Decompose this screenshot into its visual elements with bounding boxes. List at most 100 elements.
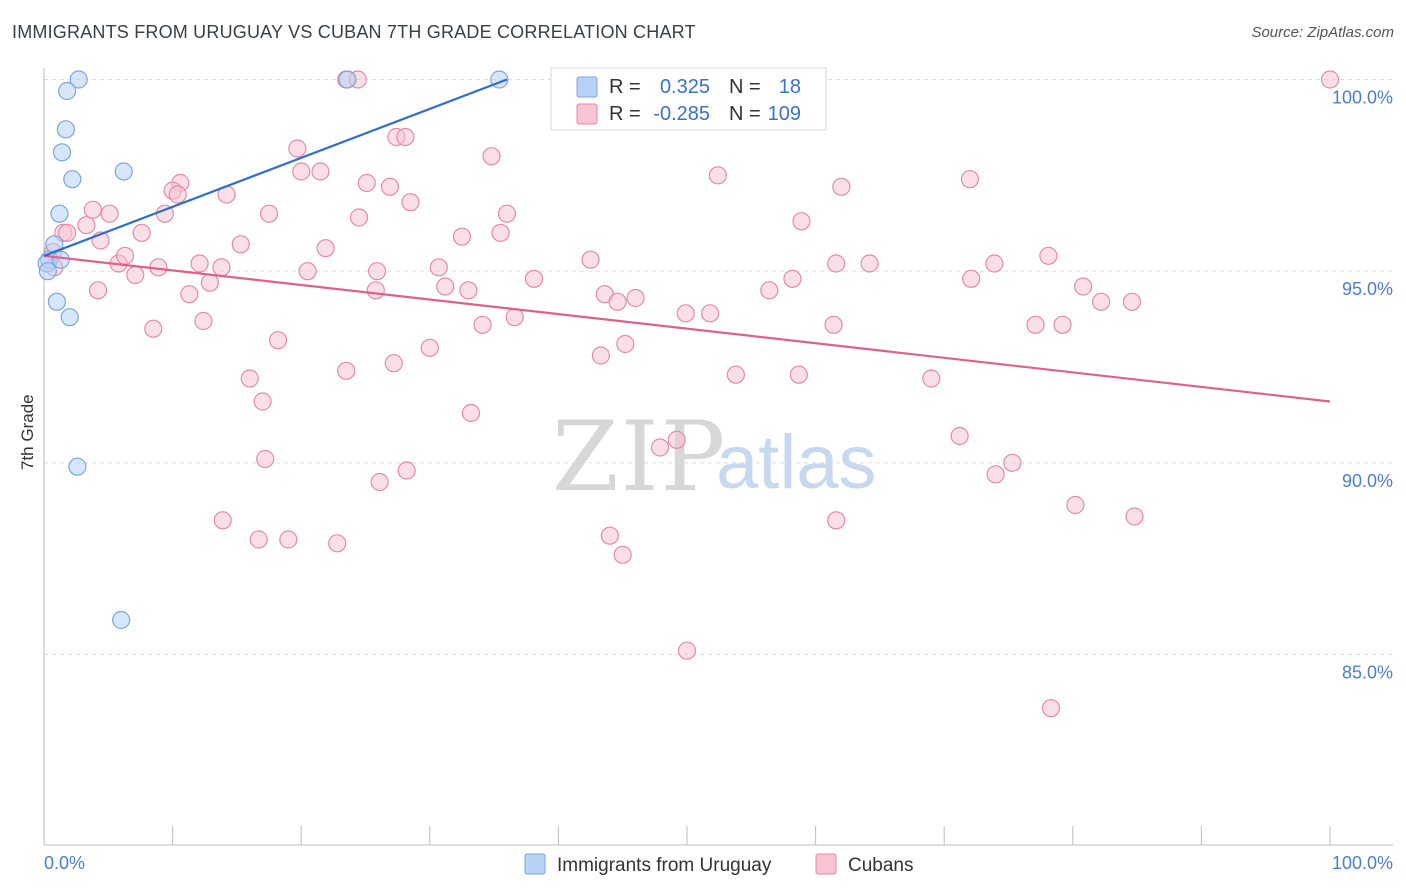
axes xyxy=(43,68,1393,846)
source-label: Source: ZipAtlas.com xyxy=(1251,24,1394,41)
cuban-point-84 xyxy=(256,449,275,469)
cuban-point-56 xyxy=(608,292,627,311)
cuban-point-95 xyxy=(328,534,347,553)
cuban-point-65 xyxy=(194,311,213,331)
series-legend-swatch-uruguay xyxy=(524,853,546,875)
grid-lines xyxy=(44,79,1393,655)
cuban-point-60 xyxy=(962,269,981,288)
y-tick-labels: 100.0% 95.0% 90.0% 85.0% xyxy=(1332,88,1393,683)
cuban-point-97 xyxy=(613,545,632,564)
cuban-point-53 xyxy=(436,277,455,296)
series-uruguay xyxy=(37,70,509,630)
cuban-point-41 xyxy=(367,262,387,281)
cuban-point-8 xyxy=(311,162,330,181)
cuban-point-6 xyxy=(482,147,501,166)
watermark: ZIP atlas xyxy=(552,401,877,513)
cuban-point-69 xyxy=(505,308,524,327)
legend-r-label-1: R = xyxy=(609,76,641,98)
cuban-point-79 xyxy=(384,354,403,373)
uruguay-point-7 xyxy=(63,170,82,189)
cuban-point-90 xyxy=(986,465,1005,484)
cuban-point-100 xyxy=(1125,507,1144,526)
legend-n-value-1: 18 xyxy=(779,76,801,98)
trend-line-uruguay xyxy=(43,78,508,257)
legend-swatch-uruguay xyxy=(576,76,598,98)
cuban-point-104 xyxy=(83,200,102,219)
cuban-point-16 xyxy=(832,177,851,196)
cuban-point-39 xyxy=(212,258,231,277)
cuban-point-87 xyxy=(650,438,670,457)
y-tick-label-3: 85.0% xyxy=(1342,663,1393,683)
cuban-point-23 xyxy=(792,212,811,231)
cuban-point-81 xyxy=(726,365,745,384)
cuban-point-96 xyxy=(600,526,619,545)
cuban-point-89 xyxy=(950,426,969,446)
cuban-point-45 xyxy=(860,254,879,273)
cuban-point-59 xyxy=(783,269,802,288)
x-tick-label-0: 0.0% xyxy=(44,853,85,873)
cuban-point-68 xyxy=(473,315,492,334)
cuban-point-94 xyxy=(279,530,298,549)
cuban-point-92 xyxy=(213,511,232,530)
uruguay-point-5 xyxy=(52,143,72,162)
cuban-point-17 xyxy=(100,204,119,223)
watermark-atlas: atlas xyxy=(716,420,877,505)
cuban-point-63 xyxy=(1122,292,1142,311)
cuban-point-25 xyxy=(58,223,77,242)
uruguay-point-17 xyxy=(112,610,131,630)
cuban-point-32 xyxy=(491,223,510,242)
cuban-point-30 xyxy=(316,239,335,258)
uruguay-point-14 xyxy=(47,292,66,311)
cuban-point-4 xyxy=(396,127,415,147)
cuban-point-76 xyxy=(240,369,259,388)
cuban-point-80 xyxy=(461,403,481,423)
cuban-point-47 xyxy=(1039,246,1058,265)
trend-line-cuban xyxy=(43,254,1331,403)
watermark-zip: ZIP xyxy=(552,401,727,513)
cuban-point-83 xyxy=(922,369,941,388)
x-tick-label-1: 100.0% xyxy=(1332,853,1393,873)
cuban-point-26 xyxy=(77,216,96,235)
cuban-point-50 xyxy=(126,265,145,285)
cuban-point-62 xyxy=(1091,292,1111,311)
cuban-point-91 xyxy=(1003,453,1022,472)
cuban-point-98 xyxy=(827,511,846,530)
series-cubans xyxy=(43,70,1340,718)
uruguay-point-4 xyxy=(56,120,75,139)
cuban-point-99 xyxy=(1066,495,1085,515)
cuban-point-22 xyxy=(497,204,517,223)
cuban-point-103 xyxy=(168,185,187,204)
cuban-point-106 xyxy=(676,304,695,323)
cuban-point-101 xyxy=(677,641,697,660)
cuban-point-18 xyxy=(401,193,420,212)
cuban-point-78 xyxy=(337,361,356,380)
legend-r-label-2: R = xyxy=(609,103,641,125)
cuban-point-67 xyxy=(420,338,439,357)
legend-swatch-cuban xyxy=(576,103,598,125)
uruguay-point-0 xyxy=(69,70,88,89)
cuban-point-36 xyxy=(115,246,135,265)
cuban-point-43 xyxy=(524,269,544,288)
cuban-point-102 xyxy=(1041,699,1061,718)
cuban-point-77 xyxy=(253,392,272,411)
legend-n-value-2: 109 xyxy=(768,103,801,125)
legend-n-label-1: N = xyxy=(729,76,761,98)
cuban-point-46 xyxy=(985,254,1004,273)
cuban-point-85 xyxy=(370,472,389,492)
series-legend-swatch-cuban xyxy=(815,853,837,875)
uruguay-point-8 xyxy=(50,204,69,223)
cuban-point-12 xyxy=(357,173,376,193)
series-legend-label-cuban: Cubans xyxy=(848,855,914,876)
legend-r-value-2: -0.285 xyxy=(653,103,710,125)
cuban-point-5 xyxy=(288,139,307,158)
x-tick-labels: 0.0% 100.0% xyxy=(44,853,1393,873)
cuban-point-31 xyxy=(452,227,472,246)
cuban-point-71 xyxy=(591,346,610,365)
uruguay-point-13 xyxy=(38,262,57,281)
cuban-point-58 xyxy=(760,281,779,300)
cuban-point-72 xyxy=(701,304,720,323)
cuban-point-74 xyxy=(1026,315,1045,334)
cuban-point-20 xyxy=(259,204,279,223)
cuban-point-52 xyxy=(200,273,219,292)
